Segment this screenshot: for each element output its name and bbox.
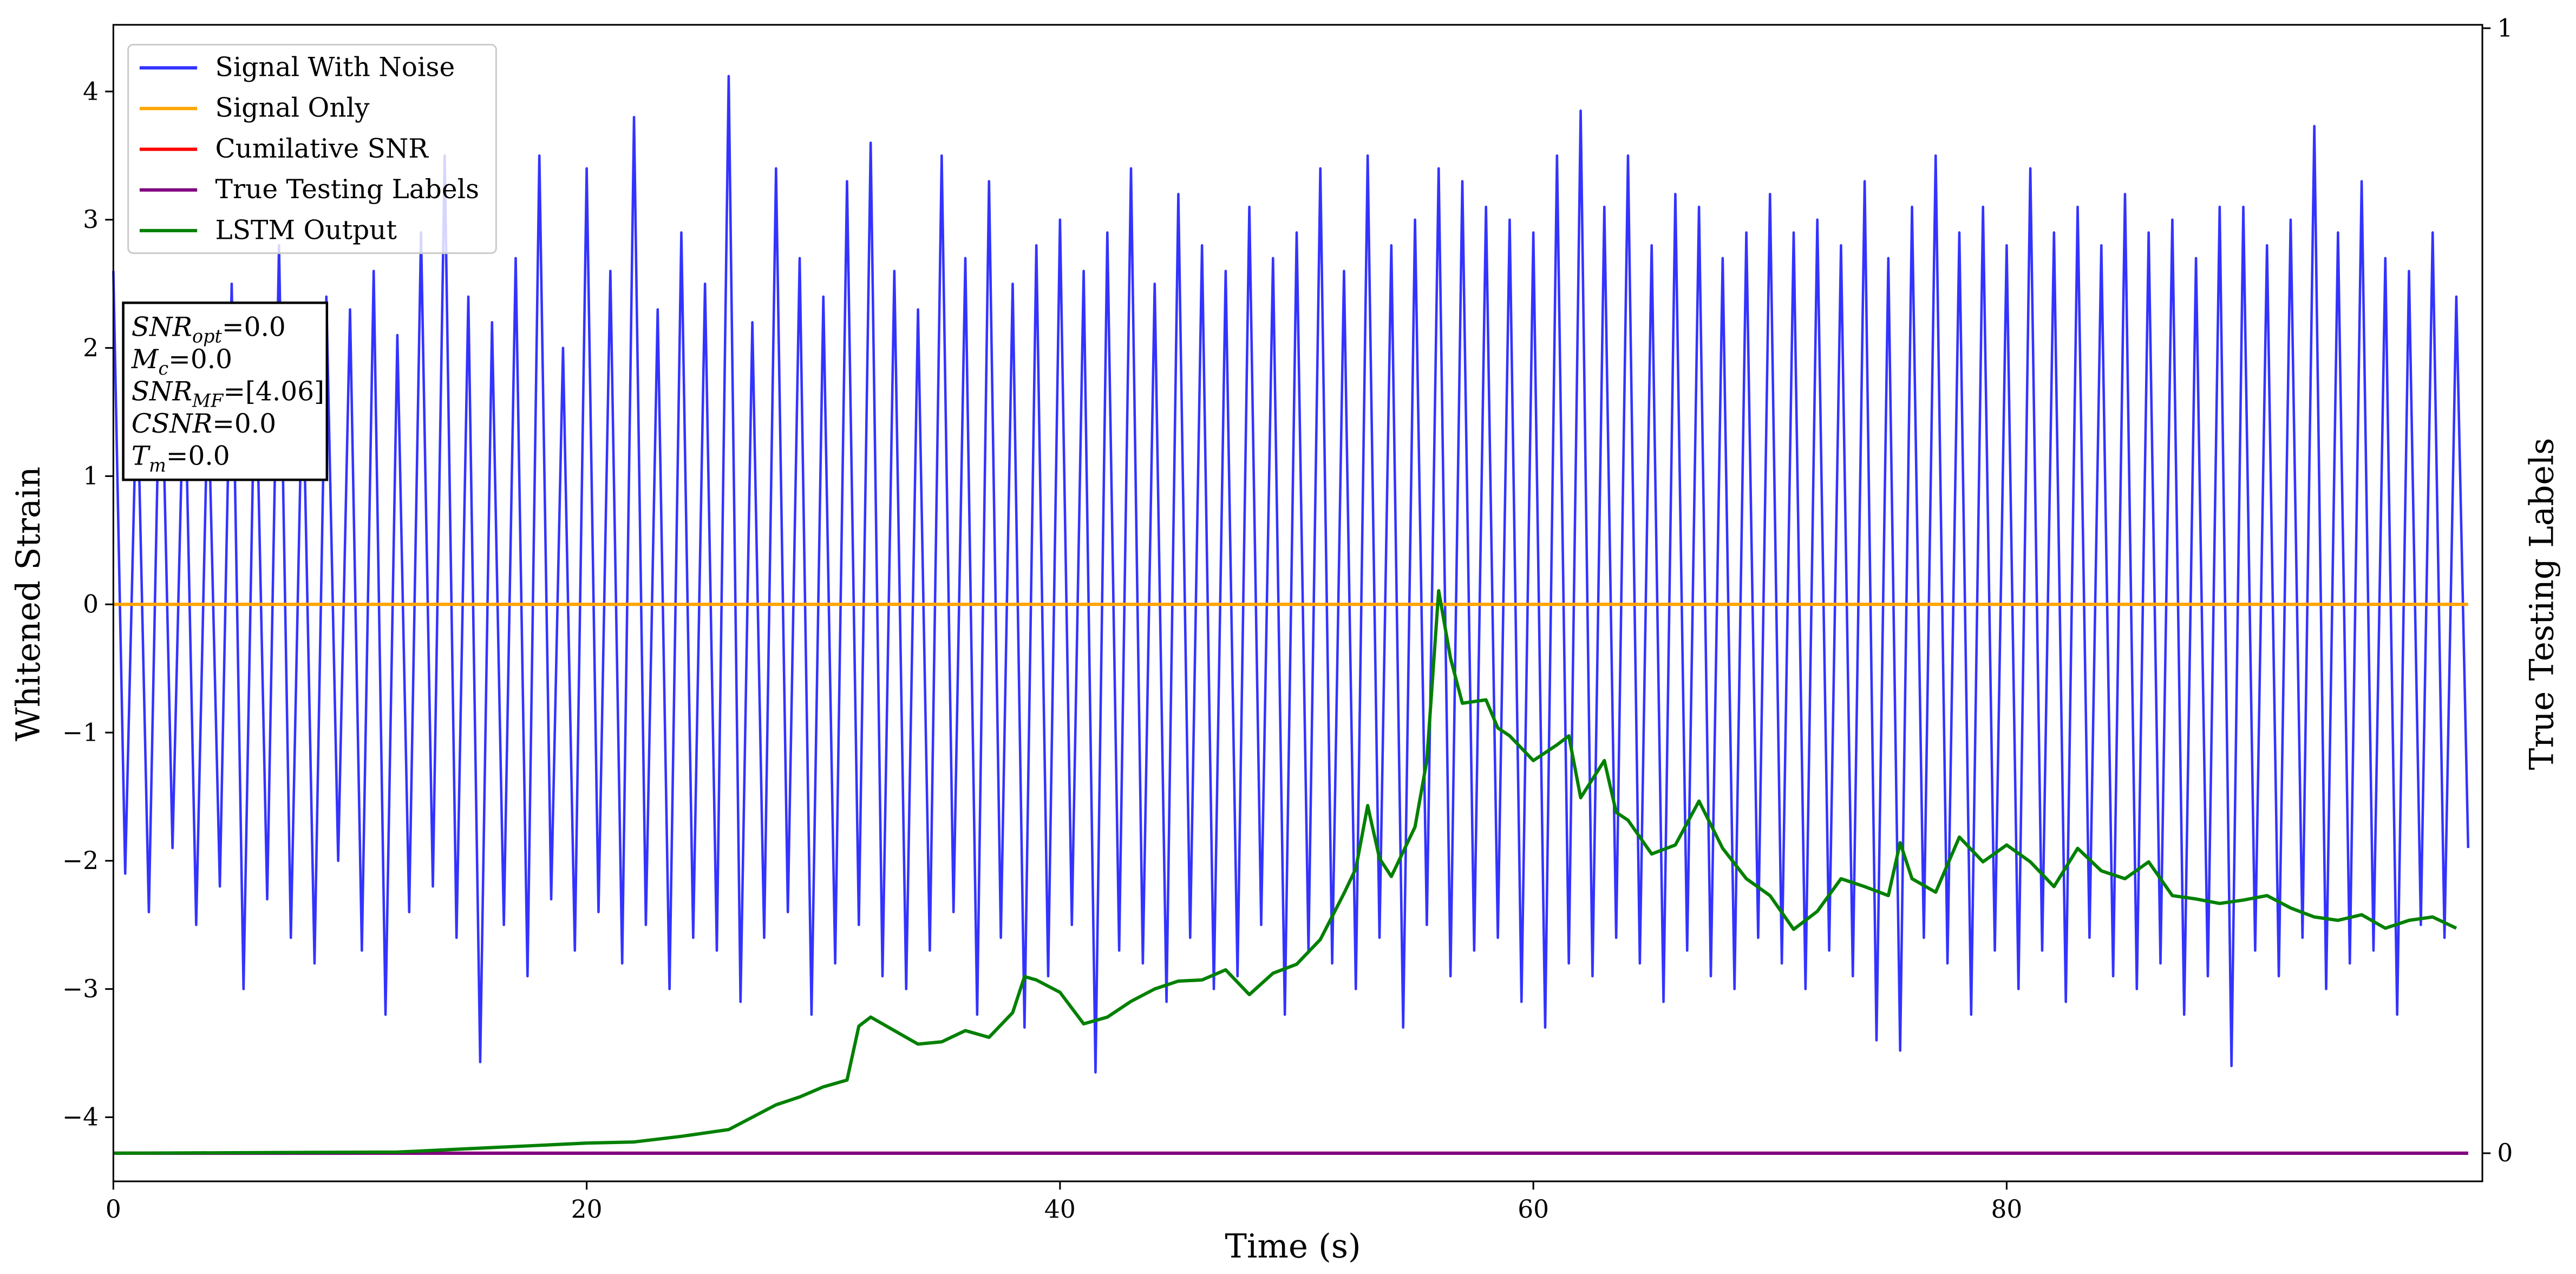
legend-label: Cumilative SNR [215,134,429,164]
annotation-symbol: CSNR [132,409,212,439]
annotation-subscript: c [158,358,168,379]
y-tick-label: 4 [83,77,99,106]
annotation-symbol: T [132,441,151,472]
annotation-value: =0.0 [212,409,276,439]
y2-tick-label: 1 [2497,14,2513,42]
annotation-line: SNRopt=0.0 [132,312,286,347]
y-tick-label: 1 [83,462,99,491]
annotation-symbol: SNR [132,376,192,407]
annotation-value: =0.0 [222,312,286,342]
legend-label: Signal With Noise [215,52,455,82]
y2-axis-label: True Testing Labels [2523,438,2561,770]
legend-label: Signal Only [215,93,370,123]
y-tick-label: 2 [83,334,99,362]
axes-frame [112,24,2483,1182]
annotation-box [122,301,329,481]
series-line [112,75,2470,1074]
annotation-subscript: MF [192,390,224,411]
annotation-symbol: M [131,344,159,375]
x-tick-label: 80 [1991,1195,2022,1224]
y-axis-label: Whitened Strain [9,467,48,741]
y-tick-label: −2 [62,846,99,875]
x-tick-label: 40 [1044,1195,1076,1224]
y-tick-label: 0 [83,590,99,618]
y-tick-label: 3 [83,205,99,234]
legend-label: True Testing Labels [215,174,480,205]
y-tick-label: −1 [62,718,99,747]
y-tick-label: −3 [62,975,99,1003]
annotation-value: =[4.06] [223,376,324,407]
annotation-symbol: SNR [132,312,192,342]
annotation-line: SNRMF=[4.06] [132,376,324,411]
annotation-subscript: m [149,455,166,476]
y-tick-label: −4 [62,1103,99,1132]
plot-area [112,75,2470,1155]
y2-tick-label: 0 [2497,1139,2513,1167]
annotation-subscript: opt [192,325,222,347]
series-line [113,589,2457,1155]
x-tick-label: 60 [1518,1195,1549,1224]
annotation-value: =0.0 [166,441,230,472]
x-tick-label: 0 [106,1195,121,1224]
x-tick-label: 20 [571,1195,603,1224]
annotation-line: CSNR=0.0 [132,409,276,439]
annotation-line: Tm=0.0 [132,441,230,476]
annotation-value: =0.0 [168,344,232,375]
legend-box [127,43,497,254]
legend-label: LSTM Output [215,215,397,245]
annotation-line: Mc=0.0 [131,344,232,379]
x-axis-label: Time (s) [1225,1227,1361,1265]
